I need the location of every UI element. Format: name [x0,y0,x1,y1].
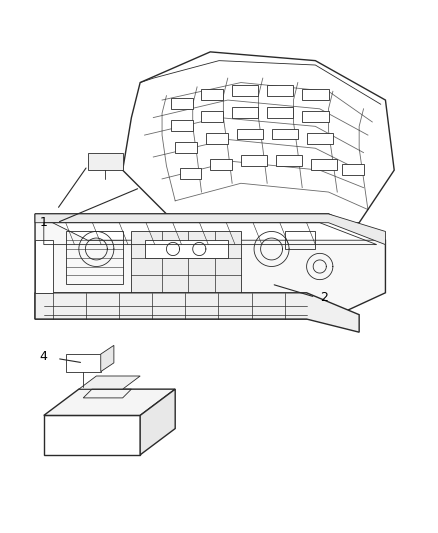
Bar [272,128,298,140]
Polygon shape [140,389,175,455]
Bar [302,111,328,122]
Polygon shape [131,231,241,302]
Polygon shape [66,354,101,372]
Bar [307,133,333,144]
Bar [201,111,223,122]
Polygon shape [44,415,140,455]
Bar [276,155,302,166]
Bar [83,426,101,448]
Bar [206,133,228,144]
Polygon shape [44,389,175,415]
Polygon shape [101,345,114,372]
Bar [105,426,123,448]
Bar [127,426,145,448]
Polygon shape [79,376,140,389]
Bar [175,142,197,152]
Bar [311,159,337,170]
Bar [241,155,267,166]
Polygon shape [35,293,359,332]
Polygon shape [88,152,123,170]
Bar [210,159,232,170]
Bar [342,164,364,174]
Bar [267,85,293,96]
Bar [201,89,223,100]
Text: 4: 4 [40,350,48,363]
Bar [237,128,263,140]
Polygon shape [35,240,53,293]
Bar [232,85,258,96]
Polygon shape [145,240,228,258]
Bar [171,120,193,131]
Bar [180,168,201,179]
Bar [61,426,79,448]
Polygon shape [123,52,394,231]
Polygon shape [35,214,385,240]
Bar [232,107,258,118]
Text: 2: 2 [320,290,328,304]
Bar [267,107,293,118]
Bar [302,89,328,100]
Text: 1: 1 [40,216,48,229]
Polygon shape [35,214,385,319]
Polygon shape [35,214,385,245]
Bar [171,98,193,109]
